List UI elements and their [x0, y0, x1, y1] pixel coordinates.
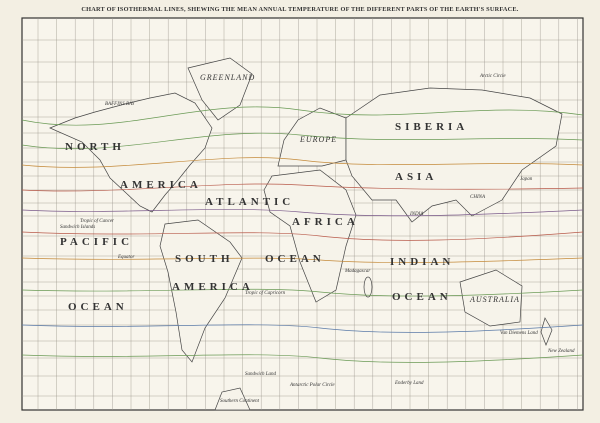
- label: Arctic Circle: [479, 74, 506, 79]
- label: EUROPE: [299, 135, 337, 144]
- label: Sandwich Islands: [60, 225, 95, 230]
- label: NORTH: [65, 141, 125, 153]
- map-title: CHART OF ISOTHERMAL LINES, SHEWING THE M…: [81, 6, 518, 13]
- label: ATLANTIC: [205, 196, 294, 208]
- label: Southern Continent: [220, 399, 260, 404]
- label: Tropic of Cancer: [80, 219, 114, 224]
- label: AFRICA: [292, 216, 359, 228]
- label: Antarctic Polar Circle: [289, 383, 335, 388]
- southern-continent: [214, 387, 251, 411]
- label: INDIA: [409, 212, 424, 217]
- australia: [459, 269, 523, 327]
- label: CHINA: [470, 195, 486, 200]
- europe: [277, 107, 347, 167]
- label: INDIAN: [390, 256, 454, 268]
- label: AMERICA: [120, 179, 202, 191]
- label: Enderby Land: [394, 381, 424, 386]
- label: OCEAN: [265, 253, 325, 265]
- label: Van Diemens Land: [500, 331, 538, 336]
- label: AMERICA: [172, 281, 254, 293]
- label: OCEAN: [392, 291, 452, 303]
- label: SIBERIA: [395, 121, 468, 133]
- label: PACIFIC: [60, 236, 133, 248]
- label: Madagascar: [344, 269, 370, 274]
- madagascar: [363, 276, 373, 298]
- label: SOUTH: [175, 253, 234, 265]
- north-america: [49, 92, 213, 213]
- label: ASIA: [395, 171, 437, 183]
- greenland: [187, 57, 253, 121]
- label: AUSTRALIA: [469, 295, 520, 304]
- label: BAFFINS BAY: [105, 102, 136, 107]
- label: OCEAN: [68, 301, 128, 313]
- label: Japan: [520, 177, 533, 182]
- isotherms: [21, 106, 584, 363]
- label: GREENLAND: [200, 73, 255, 82]
- label: Sandwich Land: [245, 372, 276, 377]
- africa: [263, 169, 357, 303]
- label: Equator: [117, 255, 134, 260]
- label: Tropic of Capricorn: [245, 291, 286, 296]
- south-america: [159, 219, 243, 363]
- label: New Zealand: [547, 349, 575, 354]
- labels: NORTH AMERICA GREENLAND BAFFINS BAY SIBE…: [60, 73, 575, 404]
